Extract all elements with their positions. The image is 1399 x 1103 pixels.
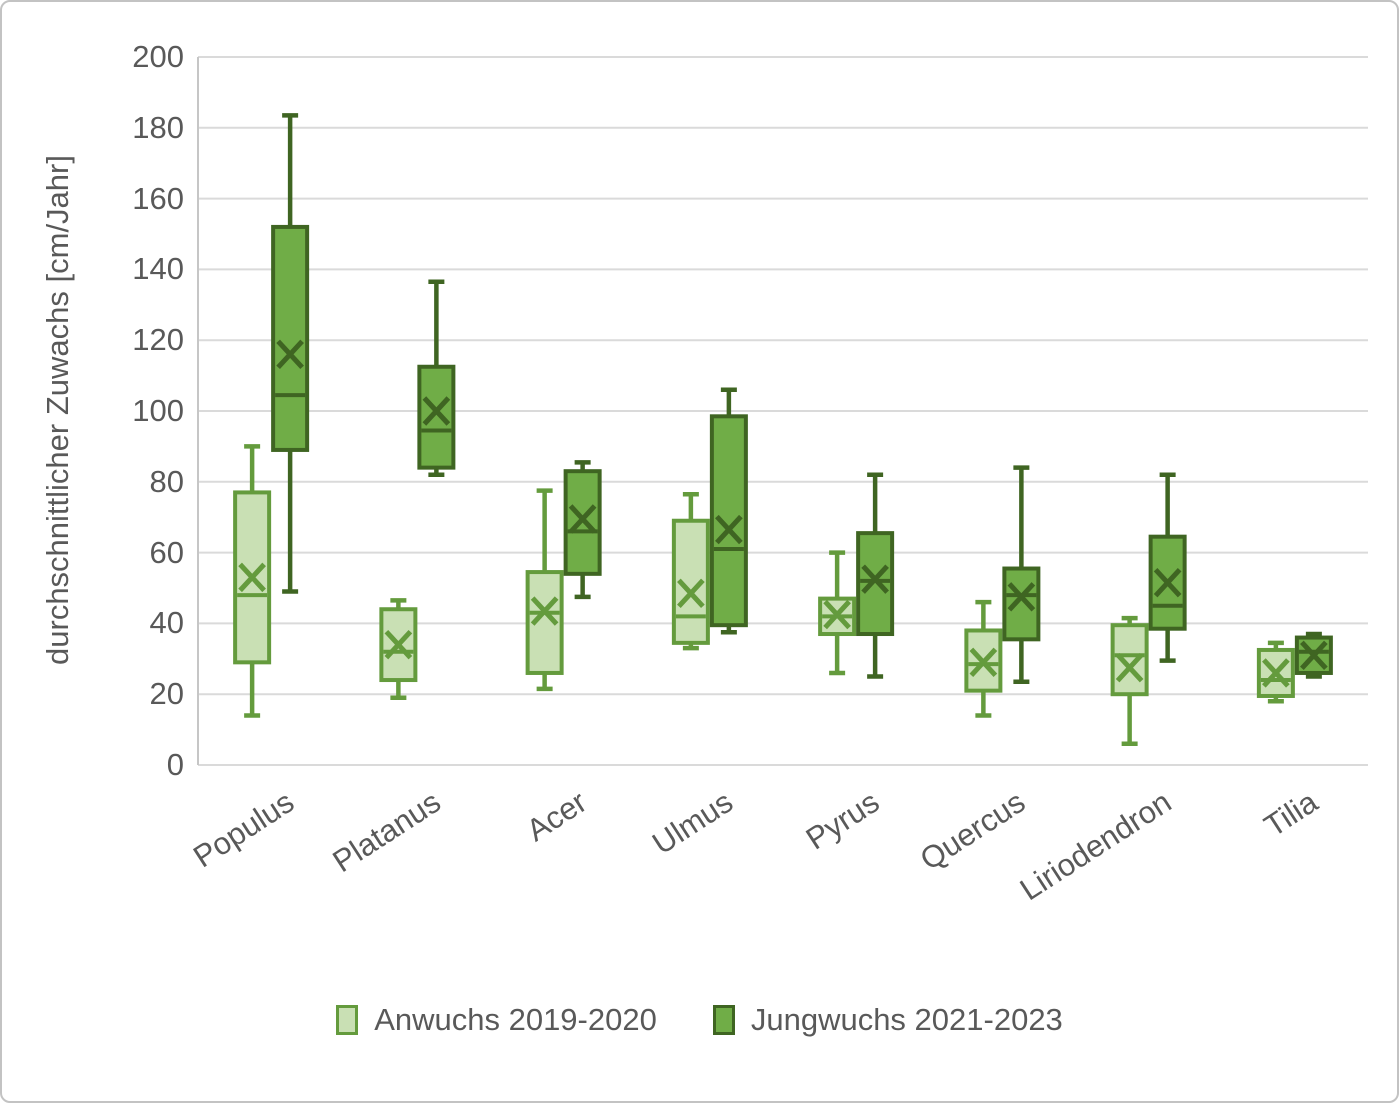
mean-x-marker [861,564,889,594]
y-tick-label-160: 160 [132,180,184,216]
mean-x-marker [1153,567,1182,598]
box-liriodendron [1110,623,1149,697]
mean-x-marker [677,578,705,609]
mean-x-marker [1262,658,1290,688]
legend-label: Jungwuchs 2021-2023 [750,1002,1063,1037]
box-populus [271,224,310,452]
box-pyrus [856,531,895,637]
mean-x-marker [276,339,304,370]
y-tick-label-60: 60 [149,534,184,570]
legend-swatch-icon [336,1005,359,1035]
y-tick-label-20: 20 [149,676,184,712]
mean-x-marker [422,396,451,426]
mean-x-marker [1007,582,1036,612]
box-quercus [1002,566,1041,642]
legend-item: Jungwuchs 2021-2023 [712,1002,1063,1038]
box-acer [563,469,602,576]
y-tick-label-120: 120 [132,322,184,358]
mean-x-marker [1115,652,1144,683]
legend-swatch-icon [712,1005,735,1035]
y-tick-label-200: 200 [132,39,184,74]
mean-x-marker [384,629,413,660]
y-tick-label-140: 140 [132,251,184,287]
mean-x-marker [969,647,998,678]
box-platanus [417,364,456,470]
mean-x-marker [568,504,597,534]
y-tick-label-40: 40 [149,605,184,641]
y-tick-label-0: 0 [166,747,184,782]
legend: Anwuchs 2019-2020 Jungwuchs 2021-2023 [2,1002,1397,1038]
box-ulmus [709,414,748,628]
box-liriodendron [1148,534,1187,631]
legend-item: Anwuchs 2019-2020 [336,1002,657,1038]
mean-x-marker [715,514,743,545]
mean-x-marker [530,596,559,626]
mean-x-marker [238,562,266,593]
box-tilia [1256,647,1295,698]
y-tick-label-100: 100 [132,393,184,428]
mean-x-marker [823,599,851,630]
y-tick-label-80: 80 [149,463,184,499]
y-tick-label-180: 180 [132,109,184,145]
mean-x-marker [1300,640,1328,670]
box-quercus [964,628,1003,693]
legend-label: Anwuchs 2019-2020 [374,1002,657,1037]
